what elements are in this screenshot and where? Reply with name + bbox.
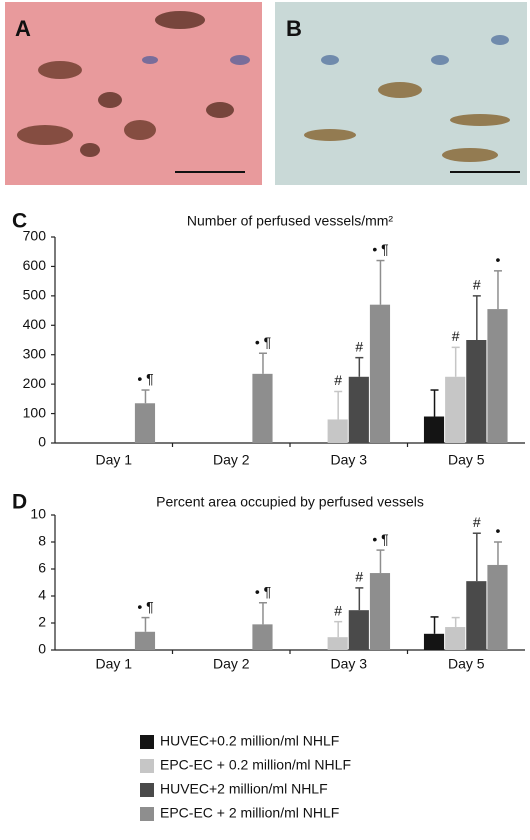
x-tick-label: Day 5 bbox=[448, 452, 485, 468]
significance-mark: • ¶ bbox=[255, 334, 271, 350]
bar bbox=[487, 309, 507, 443]
significance-mark: • ¶ bbox=[372, 241, 388, 257]
bar bbox=[252, 624, 272, 650]
x-tick-label: Day 3 bbox=[330, 656, 367, 672]
legend-swatch bbox=[140, 807, 154, 821]
significance-mark: • bbox=[496, 252, 501, 268]
x-tick-label: Day 1 bbox=[95, 452, 132, 468]
bar bbox=[370, 305, 390, 443]
micrograph-a: A bbox=[5, 2, 262, 185]
bar bbox=[487, 565, 507, 650]
y-tick-label: 600 bbox=[23, 257, 47, 273]
legend-swatch bbox=[140, 759, 154, 773]
y-tick-label: 4 bbox=[38, 587, 46, 603]
bar bbox=[328, 419, 348, 443]
y-tick-label: 2 bbox=[38, 614, 46, 630]
significance-mark: # bbox=[334, 372, 342, 388]
bar bbox=[424, 634, 444, 650]
legend-label: EPC-EC + 2 million/ml NHLF bbox=[160, 805, 339, 821]
y-tick-label: 700 bbox=[23, 228, 47, 244]
significance-mark: • bbox=[496, 523, 501, 539]
significance-mark: # bbox=[355, 338, 363, 354]
legend-label: HUVEC+0.2 million/ml NHLF bbox=[160, 733, 339, 749]
significance-mark: # bbox=[355, 569, 363, 585]
y-tick-label: 6 bbox=[38, 560, 46, 576]
significance-mark: • ¶ bbox=[255, 583, 271, 599]
bar bbox=[466, 581, 486, 650]
x-tick-label: Day 2 bbox=[213, 452, 250, 468]
bar bbox=[135, 403, 155, 443]
legend-label: HUVEC+2 million/ml NHLF bbox=[160, 781, 328, 797]
significance-mark: # bbox=[473, 514, 481, 530]
figure: A B CNumber of perfused vessels/mm²01002… bbox=[0, 0, 530, 840]
y-tick-label: 400 bbox=[23, 316, 47, 332]
significance-mark: • ¶ bbox=[372, 531, 388, 547]
panel-label: D bbox=[12, 491, 27, 514]
y-tick-label: 0 bbox=[38, 434, 46, 450]
significance-mark: # bbox=[452, 328, 460, 344]
bar bbox=[445, 377, 465, 443]
chart-title: Percent area occupied by perfused vessel… bbox=[156, 494, 424, 510]
bar bbox=[135, 632, 155, 650]
legend-swatch bbox=[140, 783, 154, 797]
y-tick-label: 200 bbox=[23, 375, 47, 391]
x-tick-label: Day 1 bbox=[95, 656, 132, 672]
x-tick-label: Day 3 bbox=[330, 452, 367, 468]
panel-label: A bbox=[15, 16, 31, 41]
bar bbox=[252, 374, 272, 443]
significance-mark: # bbox=[334, 602, 342, 618]
y-tick-label: 10 bbox=[30, 506, 46, 522]
x-tick-label: Day 5 bbox=[448, 656, 485, 672]
significance-mark: • ¶ bbox=[137, 371, 153, 387]
x-tick-label: Day 2 bbox=[213, 656, 250, 672]
y-tick-label: 300 bbox=[23, 345, 47, 361]
significance-mark: # bbox=[473, 277, 481, 293]
bar bbox=[349, 377, 369, 443]
bar bbox=[445, 627, 465, 650]
bar bbox=[328, 637, 348, 650]
chart-title: Number of perfused vessels/mm² bbox=[187, 213, 394, 229]
legend-label: EPC-EC + 0.2 million/ml NHLF bbox=[160, 757, 351, 773]
bar bbox=[466, 340, 486, 443]
bar bbox=[424, 417, 444, 443]
y-tick-label: 100 bbox=[23, 404, 47, 420]
y-tick-label: 8 bbox=[38, 533, 46, 549]
micrograph-b: B bbox=[275, 2, 527, 185]
legend-swatch bbox=[140, 735, 154, 749]
y-tick-label: 500 bbox=[23, 287, 47, 303]
y-tick-label: 0 bbox=[38, 641, 46, 657]
bar bbox=[370, 573, 390, 650]
bar bbox=[349, 610, 369, 650]
panel-label: B bbox=[286, 16, 302, 41]
significance-mark: • ¶ bbox=[137, 598, 153, 614]
